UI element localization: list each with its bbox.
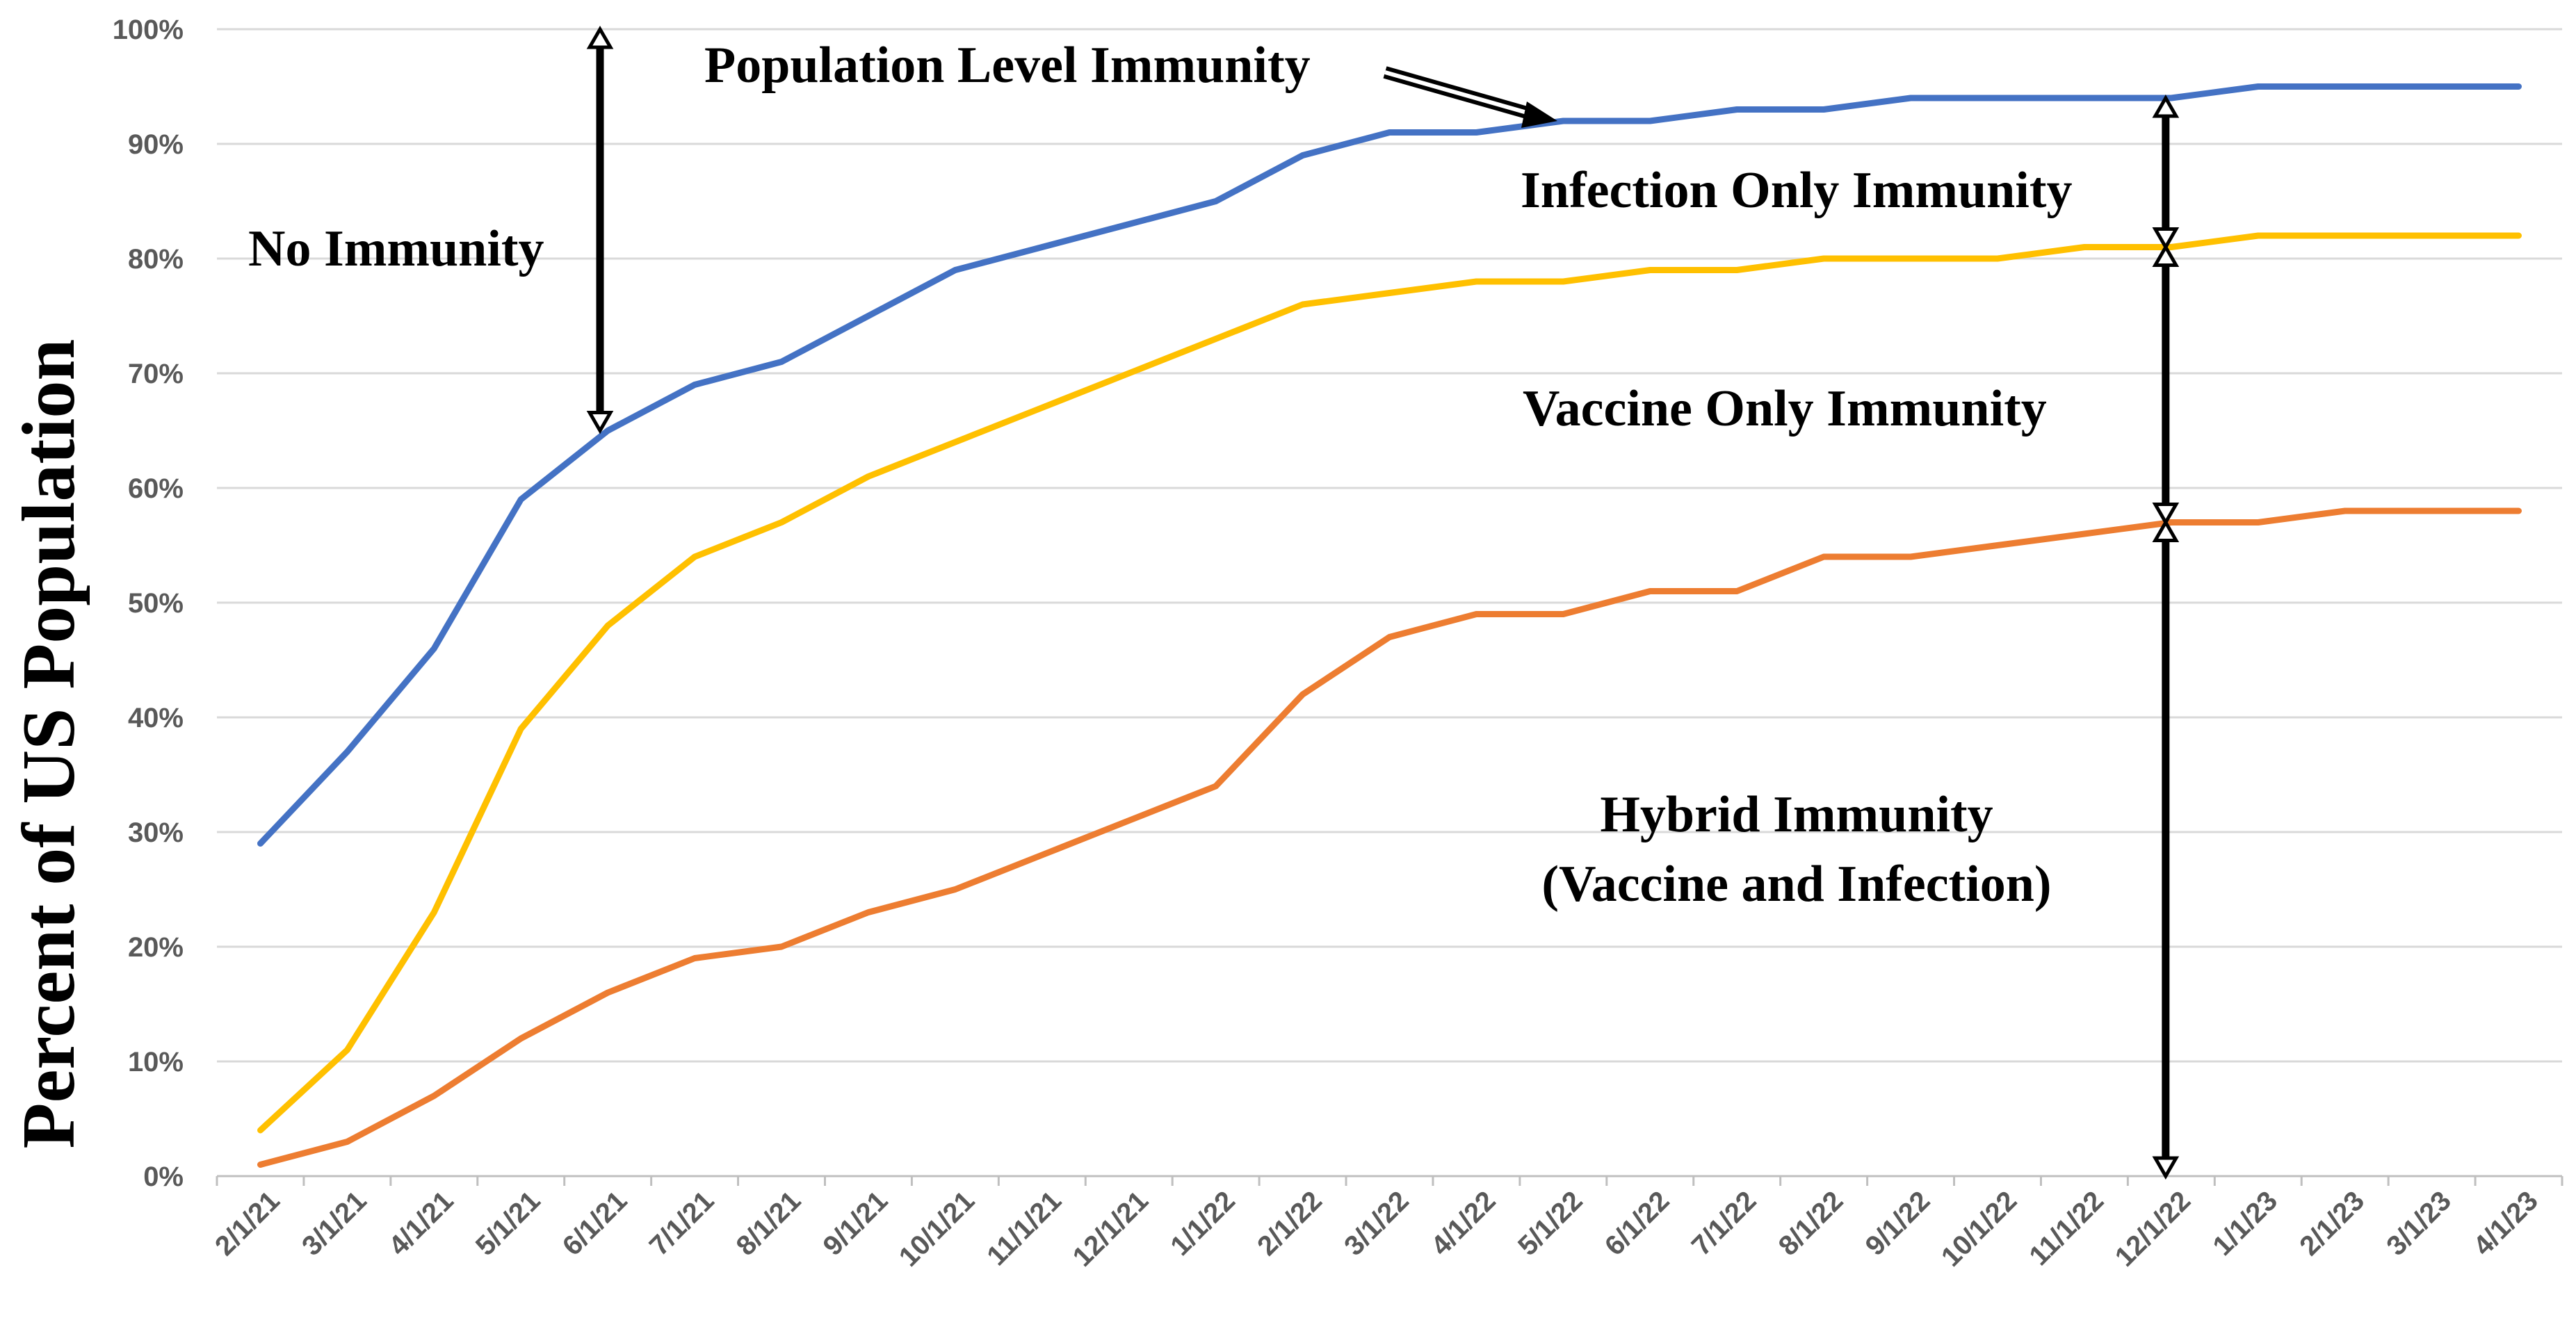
y-tick-label: 80% [128, 244, 184, 275]
x-tick-label: 5/1/21 [470, 1185, 546, 1262]
annotation-no-immunity: No Immunity [248, 220, 544, 277]
x-tick-label: 5/1/22 [1512, 1185, 1589, 1262]
x-axis-ticks: 2/1/21 3/1/21 4/1/21 5/1/21 6/1/21 7/1/21 8/1/… [209, 1176, 2563, 1273]
y-axis-label: Percent of US Population [8, 339, 90, 1149]
y-tick-label: 100% [113, 15, 184, 45]
x-tick-label: 10/1/22 [1936, 1185, 2023, 1272]
vaccine-only-arrow [2152, 243, 2180, 526]
x-tick-label: 6/1/22 [1599, 1185, 1676, 1262]
x-tick-label: 8/1/22 [1773, 1185, 1849, 1262]
annotation-vaccine-only: Vaccine Only Immunity [1523, 380, 2047, 437]
y-tick-label: 70% [128, 359, 184, 389]
x-tick-label: 6/1/21 [557, 1185, 633, 1262]
y-tick-label: 30% [128, 817, 184, 848]
x-tick-label: 2/1/21 [209, 1185, 286, 1262]
infection-only-arrow [2152, 94, 2180, 251]
y-tick-label: 50% [128, 588, 184, 619]
annotation-infection-only: Infection Only Immunity [1521, 162, 2073, 219]
dimension-arrows [586, 25, 2180, 1180]
x-tick-label: 2/1/23 [2294, 1185, 2370, 1262]
x-tick-label: 3/1/21 [296, 1185, 373, 1262]
x-tick-label: 9/1/22 [1860, 1185, 1936, 1262]
y-tick-label: 40% [128, 703, 184, 733]
x-tick-label: 12/1/22 [2109, 1185, 2196, 1272]
series-line-vaccine-level [257, 232, 2522, 1134]
y-tick-label: 10% [128, 1047, 184, 1077]
y-tick-label: 60% [128, 473, 184, 504]
x-tick-label: 4/1/22 [1425, 1185, 1502, 1262]
x-tick-label: 3/1/22 [1338, 1185, 1415, 1262]
x-tick-label: 10/1/21 [893, 1185, 980, 1272]
x-tick-label: 2/1/22 [1251, 1185, 1328, 1262]
population-level-pointer-arrow [1383, 66, 1557, 128]
series-line-population-level-immunity [257, 83, 2522, 847]
x-tick-label: 1/1/22 [1165, 1185, 1241, 1262]
y-tick-label: 20% [128, 932, 184, 963]
x-tick-label: 7/1/22 [1686, 1185, 1763, 1262]
x-tick-label: 12/1/21 [1067, 1185, 1154, 1272]
x-tick-label: 7/1/21 [644, 1185, 720, 1262]
y-tick-label: 0% [143, 1162, 184, 1192]
x-tick-label: 4/1/21 [383, 1185, 460, 1262]
gridlines [217, 28, 2562, 1178]
x-tick-label: 8/1/21 [731, 1185, 807, 1262]
x-tick-label: 11/1/22 [2023, 1185, 2109, 1271]
x-tick-label: 3/1/23 [2381, 1185, 2457, 1262]
annotation-hybrid-line1: Hybrid Immunity [1600, 786, 1993, 843]
series-lines [257, 83, 2522, 1168]
x-tick-label: 4/1/23 [2468, 1185, 2544, 1262]
no-immunity-arrow [586, 25, 614, 434]
series-line-hybrid-immunity-level [257, 507, 2522, 1168]
y-tick-label: 90% [128, 129, 184, 160]
x-tick-label: 1/1/23 [2207, 1185, 2283, 1262]
x-tick-label: 11/1/21 [981, 1185, 1067, 1271]
y-axis-ticks: 0% 10% 20% 30% 40% 50% 60% 70% 80% 90% 100% [113, 15, 184, 1192]
annotation-population-level: Population Level Immunity [704, 37, 1311, 94]
annotation-hybrid-line2: (Vaccine and Infection) [1541, 856, 2051, 913]
x-tick-label: 9/1/21 [818, 1185, 894, 1262]
hybrid-immunity-arrow [2152, 519, 2180, 1180]
